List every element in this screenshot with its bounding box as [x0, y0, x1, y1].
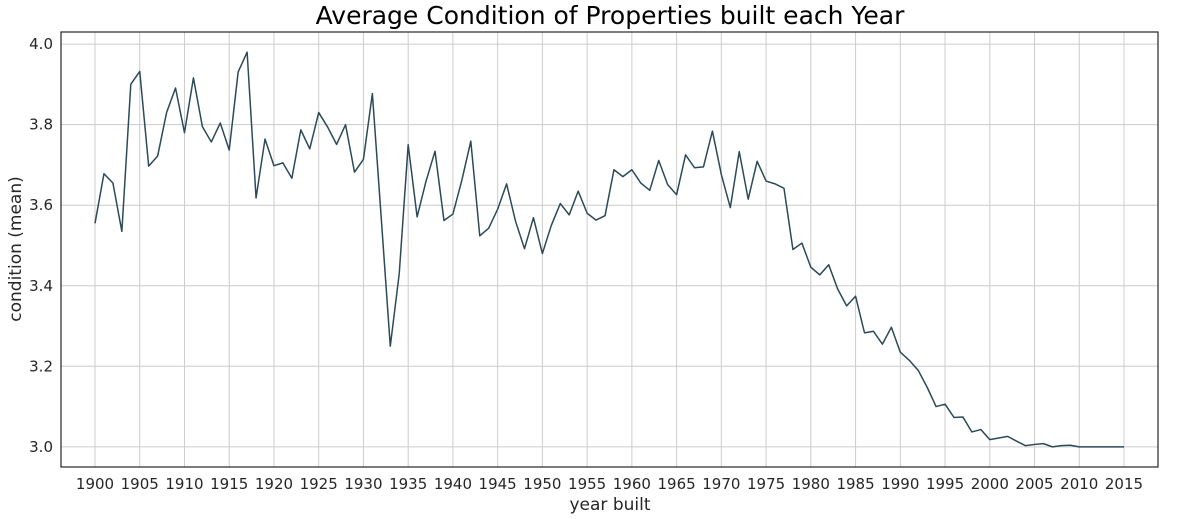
- x-tick-label: 1980: [792, 475, 830, 493]
- series-layer: [94, 51, 1124, 448]
- x-tick-label: 1940: [434, 475, 472, 493]
- x-tick-label: 1935: [389, 475, 427, 493]
- y-tick-label: 3.6: [29, 196, 53, 214]
- x-tick-label: 1955: [568, 475, 606, 493]
- x-tick-label: 1950: [523, 475, 561, 493]
- x-tick-label: 2010: [1060, 475, 1098, 493]
- series-line: [94, 51, 1124, 448]
- x-axis-label: year built: [569, 495, 650, 515]
- x-tick-label: 1905: [121, 475, 159, 493]
- chart-title: Average Condition of Properties built ea…: [316, 1, 905, 30]
- y-tick-label: 3.0: [29, 438, 53, 456]
- x-tick-label: 2000: [971, 475, 1009, 493]
- x-tick-label: 1975: [747, 475, 785, 493]
- x-tick-label: 1970: [702, 475, 740, 493]
- x-tick-label: 1965: [658, 475, 696, 493]
- x-tick-labels: 1900 1905 1910 1915 1920 1925 1930 1935 1940 1945…: [76, 475, 1143, 493]
- x-tick-label: 2015: [1105, 475, 1143, 493]
- x-tick-label: 1915: [210, 475, 248, 493]
- grid-lines: [61, 32, 1158, 467]
- y-tick-labels: 3.0 3.2 3.4 3.6 3.8 4.0: [29, 35, 53, 456]
- plot-frame: [60, 31, 1159, 468]
- y-tick-label: 3.8: [29, 116, 53, 134]
- x-tick-label: 1920: [255, 475, 293, 493]
- x-tick-label: 1990: [881, 475, 919, 493]
- x-tick-label: 1960: [613, 475, 651, 493]
- x-tick-label: 1925: [300, 475, 338, 493]
- y-axis-label: condition (mean): [6, 176, 26, 321]
- y-tick-label: 4.0: [29, 35, 53, 53]
- y-tick-label: 3.2: [29, 357, 53, 375]
- x-tick-label: 1910: [165, 475, 203, 493]
- x-tick-label: 2005: [1015, 475, 1053, 493]
- x-tick-label: 1995: [926, 475, 964, 493]
- x-tick-label: 1900: [76, 475, 114, 493]
- x-tick-label: 1985: [836, 475, 874, 493]
- x-tick-label: 1930: [344, 475, 382, 493]
- x-tick-label: 1945: [479, 475, 517, 493]
- y-tick-label: 3.4: [29, 277, 53, 295]
